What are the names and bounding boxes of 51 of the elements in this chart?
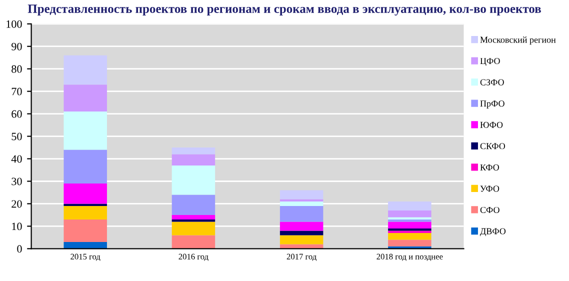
legend-label: СЗФО (480, 79, 504, 86)
legend-label: СКФО (480, 143, 506, 150)
y-tick-label: 60 (12, 110, 22, 118)
legend-label: Московский регион (480, 36, 556, 45)
y-tick-label: 90 (12, 42, 22, 50)
bar (64, 206, 107, 220)
chart-title: Представленность проектов по регионам и срокам ввода в эксплуатацию, кол-во проектов (28, 4, 541, 16)
legend-label: ЮФО (480, 122, 503, 128)
x-tick-label: 2016 год (178, 254, 208, 261)
legend-label: ДВФО (480, 228, 506, 236)
bar (64, 150, 107, 184)
bar (172, 214, 216, 220)
y-tick-label: 20 (12, 200, 22, 208)
bar (388, 210, 432, 218)
bar (172, 154, 216, 166)
bar (388, 222, 432, 228)
bar (64, 84, 107, 112)
bar (172, 166, 216, 195)
x-tick-label: 2015 год (70, 254, 100, 261)
bar (388, 240, 432, 246)
bar (280, 201, 324, 206)
y-tick-label: 30 (12, 178, 22, 186)
y-tick-label: 40 (11, 155, 22, 163)
bar (280, 222, 324, 231)
y-tick-label: 0 (17, 245, 22, 253)
bar (64, 219, 107, 242)
y-tick-label: 70 (12, 88, 22, 96)
x-tick-label: 2017 год (286, 254, 316, 261)
legend-label: СФО (480, 206, 500, 214)
bar (280, 190, 324, 200)
bar (280, 235, 324, 244)
bar (280, 230, 324, 236)
y-tick-label: 50 (12, 132, 22, 140)
bar (388, 201, 432, 210)
x-tick-label: 2018 год и позднее (376, 254, 443, 261)
bar (280, 206, 324, 222)
bar (388, 232, 432, 240)
bar (64, 112, 107, 150)
bar (64, 55, 107, 85)
y-tick-label: 80 (12, 65, 22, 73)
bar (172, 148, 216, 154)
bar (172, 222, 216, 236)
bar (172, 194, 216, 215)
y-tick-label: 10 (12, 222, 22, 230)
bar (64, 183, 107, 204)
legend-label: КФО (480, 164, 500, 170)
legend-label: ЦФО (480, 58, 500, 66)
bar (172, 235, 216, 249)
y-tick-label: 100 (6, 20, 22, 28)
legend-label: ПрФО (480, 100, 504, 108)
legend-label: УФО (480, 186, 500, 192)
